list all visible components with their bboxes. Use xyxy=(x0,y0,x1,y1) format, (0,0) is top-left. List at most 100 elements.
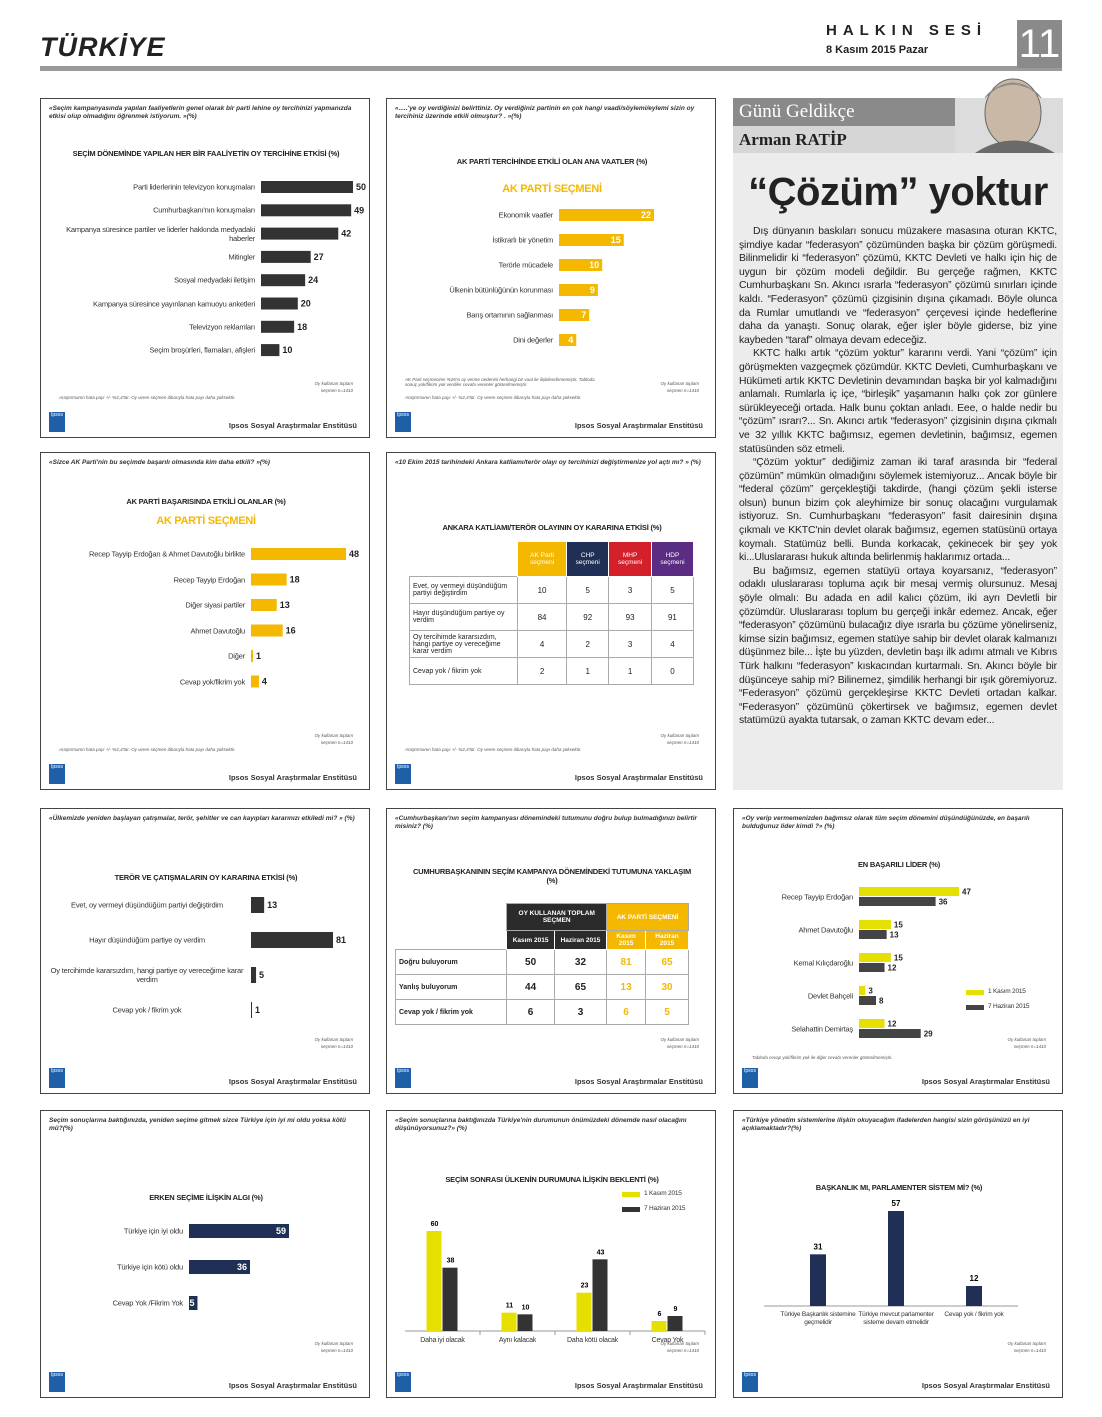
category-label: Aynı kalacak xyxy=(498,1337,537,1344)
category-label: Seçim broşürleri, flamaları, afişleri xyxy=(149,345,255,355)
headline: “Çözüm” yoktur xyxy=(748,170,1048,214)
value-label: 20 xyxy=(301,299,311,309)
table-value: 2 xyxy=(516,657,568,685)
bar xyxy=(251,573,287,586)
column-header: HDP seçmeni xyxy=(650,541,695,577)
bar xyxy=(189,1260,251,1274)
table-value: 6 xyxy=(506,999,555,1025)
chart-title: SEÇİM SONRASI ÜLKENİN DURUMUNA İLİŞKİN B… xyxy=(445,1175,659,1184)
question: «Cumhurbaşkanı'nın seçim kampanyası döne… xyxy=(395,815,698,830)
sample-note: seçmen n=1410 xyxy=(666,740,699,745)
category-label: Sosyal medyadaki iletişim xyxy=(174,275,255,285)
bar xyxy=(501,1312,517,1331)
category-label: Parti liderlerinin televizyon konuşmalar… xyxy=(133,182,255,192)
bar xyxy=(261,274,306,287)
category-label: Kemal Kılıçdaroğlu xyxy=(793,958,854,968)
chart-panel: 59 36 5 Seçim sonuçlarına baktığınızda, yen… xyxy=(40,1110,370,1398)
value-label: 7 xyxy=(581,310,586,320)
value-label: 43 xyxy=(597,1249,605,1256)
value-label: 1 xyxy=(256,651,261,661)
value-label: 50 xyxy=(356,182,366,192)
bar xyxy=(859,897,936,906)
bar xyxy=(859,887,959,896)
paragraph: KKTC halkı artık “çözüm yoktur” kararını… xyxy=(739,348,1057,455)
value-label: 59 xyxy=(276,1226,286,1236)
bar xyxy=(261,204,352,217)
bar xyxy=(559,259,603,271)
chart-subtitle: AK PARTİ SEÇMENİ xyxy=(156,515,256,527)
value-label: 10 xyxy=(282,345,292,355)
category-label: Türkiye için iyi oldu xyxy=(123,1226,183,1236)
question: «Ülkemizde yeniden başlayan çatışmalar, … xyxy=(49,815,355,822)
chart-panel: 60 38 11 10 23 43 6 9 «Seçim sonuçlarına baktığı… xyxy=(386,1110,716,1398)
chart: 13 81 5 1 xyxy=(251,897,346,1018)
table-value: 32 xyxy=(553,949,608,975)
corner xyxy=(410,542,518,577)
value-label: 27 xyxy=(314,252,324,262)
table: AK Parti seçmeni CHP seçmeni MHP seçmeni HD… xyxy=(409,541,695,685)
chart-panel: 47 36 15 13 15 12 3 8 12 29 «Oy verip vermemenizde… xyxy=(733,808,1063,1094)
source: Ipsos Sosyal Araştırmalar Enstitüsü xyxy=(228,773,357,782)
logo: Ipsos xyxy=(395,764,411,784)
category-label: Ahmet Davutoğlu xyxy=(190,626,245,635)
source: Ipsos Sosyal Araştırmalar Enstitüsü xyxy=(574,421,703,430)
value-label: 8 xyxy=(879,997,884,1006)
author-photo xyxy=(955,78,1063,153)
category-label: Recep Tayyip Erdoğan & Ahmet Davutoğlu b… xyxy=(89,549,245,559)
value-label: 12 xyxy=(888,964,897,973)
value-label: 31 xyxy=(814,1242,823,1251)
chart-title: TERÖR VE ÇATIŞMALARIN OY KARARINA ETKİSİ… xyxy=(114,873,298,882)
row-label: Hayır düşündüğüm partiye oy verdim xyxy=(409,603,518,631)
chart: 59 36 5 xyxy=(189,1224,289,1310)
bar xyxy=(592,1259,608,1331)
note: AK Parti seçmeninin %26'sı oy verme nede… xyxy=(405,377,595,388)
bar xyxy=(859,1029,921,1038)
category-label: Cevap Yok xyxy=(651,1337,684,1344)
bar xyxy=(559,209,654,221)
source: Ipsos Sosyal Araştırmalar Enstitüsü xyxy=(921,1077,1050,1086)
category-label: Cevap Yok /Fikrim Yok xyxy=(112,1298,184,1308)
category-label: Oy tercihimde kararsızdım, hangi partiye… xyxy=(50,966,244,984)
sample-note: Oy kullanan toplam xyxy=(1007,1341,1046,1346)
margin-note: Araştırmanın hata payı +/- %2,4'tür. Oy … xyxy=(59,395,236,400)
source: Ipsos Sosyal Araştırmalar Enstitüsü xyxy=(921,1381,1050,1390)
category-label: Devlet Bahçeli xyxy=(807,991,853,1001)
chart-panel: «Cumhurbaşkanı'nın seçim kampanyası döne… xyxy=(386,808,716,1094)
table-value: 44 xyxy=(506,974,555,1000)
bar xyxy=(189,1296,198,1310)
bar xyxy=(517,1314,533,1331)
chart-panel: 13 81 5 1 «Ülkemizde yeniden başlayan çatışm… xyxy=(40,808,370,1094)
category-label: Daha kötü olacak xyxy=(567,1337,618,1344)
question: «Türkiye yönetim sistemlerine ilişkin ok… xyxy=(742,1117,1030,1132)
column-header: Haziran 2015 xyxy=(645,930,689,950)
value-label: 36 xyxy=(939,898,948,907)
category-label: Terörle mücadele xyxy=(498,260,554,270)
value-label: 13 xyxy=(280,600,290,610)
category-label: Cumhurbaşkanı'nın konuşmaları xyxy=(153,205,255,215)
value-label: 4 xyxy=(262,677,267,687)
table-row: Yanlış buluyorum 44 65 13 30 xyxy=(394,974,689,1000)
column-header: Haziran 2015 xyxy=(553,930,608,950)
paragraph: “Çözüm yoktur” dediğimiz zaman iki taraf… xyxy=(739,457,1057,564)
table-row: Doğru buluyorum 50 32 81 65 xyxy=(394,949,689,975)
sample-note: seçmen n=1410 xyxy=(320,740,353,745)
chart-subtitle: AK PARTİ SEÇMENİ xyxy=(502,183,602,195)
legend-swatch xyxy=(966,1005,984,1010)
value-label: 16 xyxy=(286,626,296,636)
value-label: 9 xyxy=(590,285,595,295)
logo: Ipsos xyxy=(742,1068,758,1088)
corner xyxy=(396,904,507,931)
logo: Ipsos xyxy=(742,1372,758,1392)
sample-note: seçmen n=1410 xyxy=(320,388,353,393)
paragraph: Bu bağımsız, egemen statüyü ortaya koyar… xyxy=(739,565,1057,727)
table-row: Kasım 2015 Haziran 2015 Kasım 2015 Haziran … xyxy=(396,930,689,950)
logo: Ipsos xyxy=(395,1068,411,1088)
row-label: Yanlış buluyorum xyxy=(394,974,508,1000)
sample-note: Oy kullanan toplam xyxy=(314,1037,353,1042)
table-row: AK Parti seçmeni CHP seçmeni MHP seçmeni HD… xyxy=(410,541,695,577)
table-value: 65 xyxy=(553,974,608,1000)
logo: Ipsos xyxy=(395,412,411,432)
logo: Ipsos xyxy=(49,1372,65,1392)
group-header: AK PARTİ SEÇMENİ xyxy=(606,903,689,931)
sample-note: seçmen n=1410 xyxy=(320,1044,353,1049)
